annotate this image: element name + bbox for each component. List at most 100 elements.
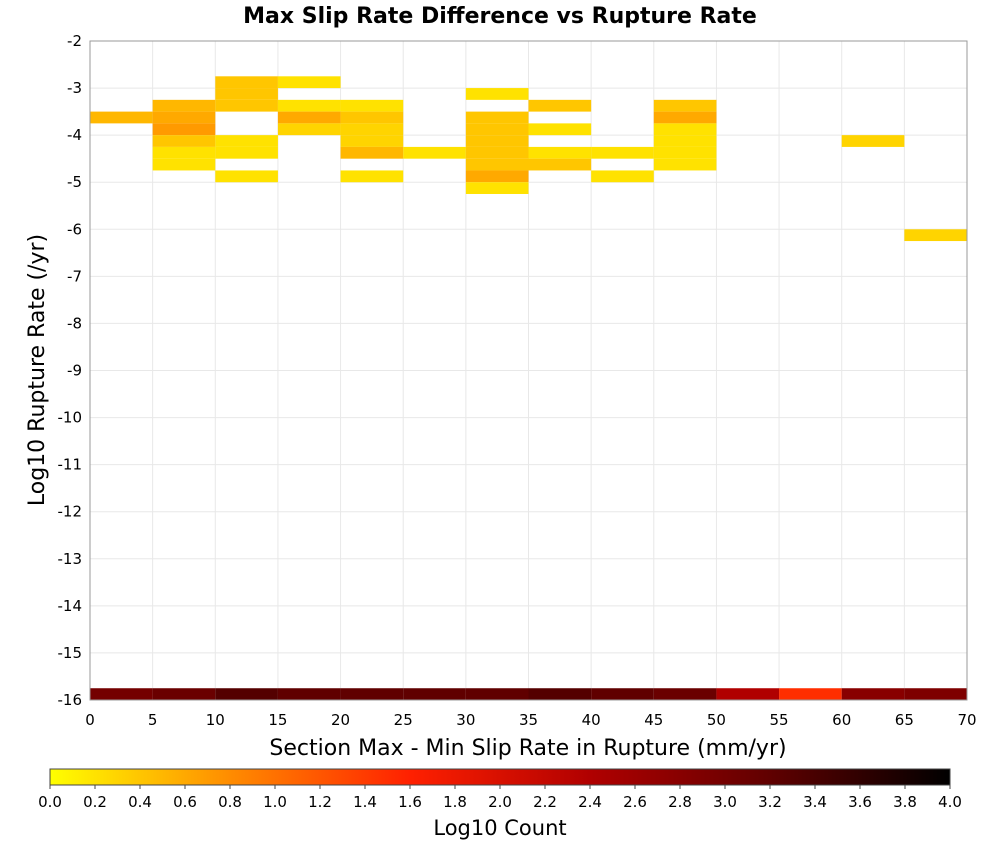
heatmap-cell	[403, 146, 466, 159]
y-tick-label: -7	[67, 267, 82, 285]
heatmap-cell	[465, 123, 529, 136]
x-tick-label: 45	[644, 711, 663, 729]
y-axis-ticks: -2 -3 -4 -5 -6 -7 -8 -9 -10 -11 -12 -13 -14 -15 -16	[58, 32, 83, 709]
y-tick-label: -12	[58, 503, 83, 521]
heatmap-cell	[716, 688, 780, 700]
colorbar-tick-label: 1.4	[353, 793, 377, 811]
colorbar-tick-label: 2.8	[668, 793, 692, 811]
heatmap-cell	[653, 158, 717, 171]
y-tick-label: -10	[58, 409, 83, 427]
heatmap-cell	[215, 170, 278, 183]
y-tick-label: -4	[67, 126, 82, 144]
x-tick-label: 15	[268, 711, 287, 729]
heatmap-cell	[528, 146, 592, 159]
heatmap-cell	[591, 146, 654, 159]
heatmap-cell	[215, 76, 278, 89]
x-tick-label: 30	[456, 711, 475, 729]
heatmap-cell	[215, 146, 278, 159]
colorbar-tick-label: 1.0	[263, 793, 287, 811]
heatmap-cell	[152, 158, 216, 171]
heatmap-cell	[528, 688, 592, 700]
x-axis-label: Section Max - Min Slip Rate in Rupture (…	[269, 736, 786, 761]
heatmap-cell	[340, 111, 404, 124]
x-tick-label: 0	[85, 711, 95, 729]
heatmap-cell	[340, 135, 404, 147]
heatmap-cell	[653, 99, 717, 112]
heatmap-cell	[653, 123, 717, 136]
plot-border	[89, 40, 968, 701]
heatmap-cell	[340, 99, 404, 112]
heatmap-cell	[90, 688, 153, 700]
x-tick-label: 35	[519, 711, 538, 729]
colorbar-label: Log10 Count	[433, 816, 566, 840]
heatmap-cell	[591, 688, 654, 700]
heatmap-cell	[653, 688, 717, 700]
heatmap-cell	[340, 170, 404, 183]
colorbar	[49, 768, 951, 786]
colorbar-tick-label: 3.0	[713, 793, 737, 811]
colorbar-tick-label: 1.2	[308, 793, 332, 811]
heatmap-cell	[653, 111, 717, 124]
heatmap-cell	[340, 146, 404, 159]
heatmap-cell	[215, 135, 278, 147]
colorbar-tick-label: 3.8	[893, 793, 917, 811]
y-axis-label: Log10 Rupture Rate (/yr)	[25, 234, 50, 506]
heatmap-cell	[215, 88, 278, 100]
y-tick-label: -13	[58, 550, 83, 568]
colorbar-tick-label: 0.2	[83, 793, 107, 811]
heatmap-cell	[277, 76, 341, 89]
x-tick-label: 65	[895, 711, 914, 729]
y-tick-label: -16	[58, 691, 83, 709]
colorbar-tick-label: 2.2	[533, 793, 557, 811]
heatmap-cell	[591, 170, 654, 183]
heatmap-cell	[215, 99, 278, 112]
heatmap-cell	[152, 146, 216, 159]
heatmap-cell	[465, 182, 529, 194]
heatmap-cell	[465, 88, 529, 100]
colorbar-tick-label: 0.0	[38, 793, 62, 811]
y-tick-label: -6	[67, 220, 82, 238]
x-tick-label: 5	[148, 711, 158, 729]
heatmap-cell	[465, 158, 529, 171]
y-tick-label: -3	[67, 79, 82, 97]
chart-title: Max Slip Rate Difference vs Rupture Rate	[243, 4, 757, 29]
x-tick-label: 60	[832, 711, 851, 729]
colorbar-ticks: 0.0 0.2 0.4 0.6 0.8 1.0 1.2 1.4 1.6 1.8 2.0 2.2 2.4 2…	[38, 785, 962, 811]
colorbar-tick-label: 0.4	[128, 793, 152, 811]
heatmap-cell	[340, 688, 404, 700]
heatmap-cell	[152, 123, 216, 136]
colorbar-tick-label: 1.6	[398, 793, 422, 811]
x-tick-label: 50	[707, 711, 726, 729]
colorbar-tick-label: 3.2	[758, 793, 782, 811]
heatmap-cells	[90, 76, 967, 700]
heatmap-cell	[152, 111, 216, 124]
heatmap-cell	[528, 158, 592, 171]
colorbar-tick-label: 2.4	[578, 793, 602, 811]
y-tick-label: -5	[67, 173, 82, 191]
heatmap-cell	[277, 99, 341, 112]
heatmap-cell	[90, 111, 153, 124]
heatmap-cell	[215, 688, 278, 700]
colorbar-tick-label: 2.6	[623, 793, 647, 811]
heatmap-cell	[277, 123, 341, 136]
heatmap-cell	[277, 111, 341, 124]
heatmap-cell	[403, 688, 466, 700]
colorbar-tick-label: 3.4	[803, 793, 827, 811]
y-tick-label: -9	[67, 362, 82, 380]
x-tick-label: 25	[394, 711, 413, 729]
colorbar-tick-label: 4.0	[938, 793, 962, 811]
y-tick-label: -11	[58, 456, 83, 474]
x-tick-label: 20	[331, 711, 350, 729]
heatmap-cell	[152, 688, 216, 700]
x-tick-label: 40	[582, 711, 601, 729]
heatmap-cell	[904, 688, 967, 700]
heatmap-cell	[779, 688, 842, 700]
heatmap-cell	[528, 99, 592, 112]
x-tick-label: 70	[957, 711, 976, 729]
heatmap-cell	[653, 135, 717, 147]
colorbar-tick-label: 2.0	[488, 793, 512, 811]
heatmap-cell	[841, 688, 905, 700]
heatmap-cell	[152, 135, 216, 147]
heatmap-cell	[465, 688, 529, 700]
